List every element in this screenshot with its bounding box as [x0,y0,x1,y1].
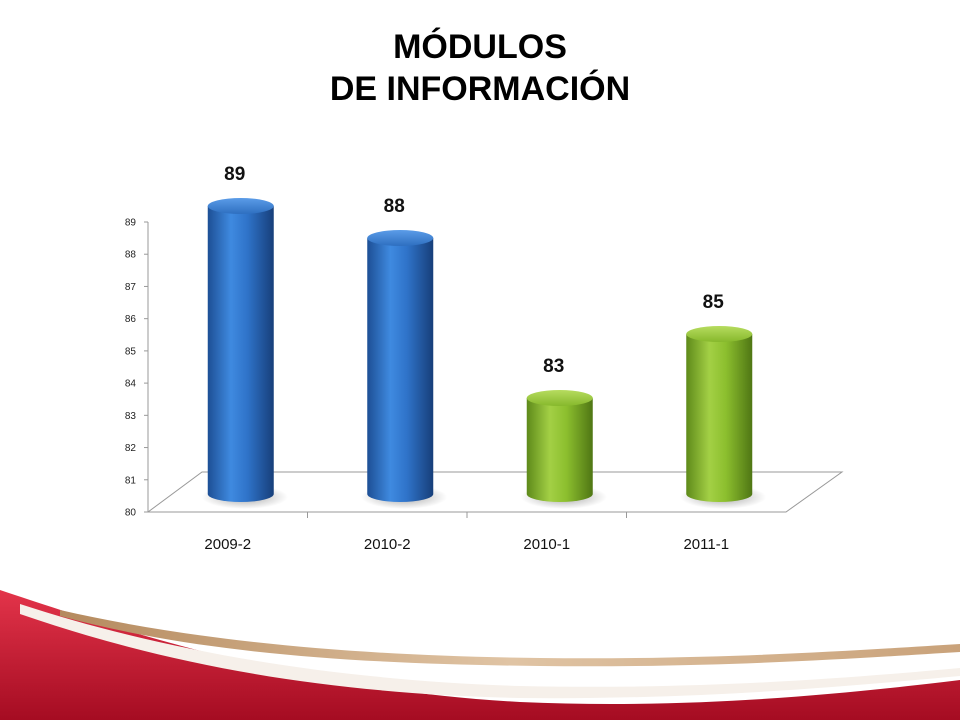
bar [201,198,288,509]
y-tick-label: 88 [125,250,137,261]
footer-red-wave [0,590,960,720]
y-axis-ticks: 80 81 82 83 84 85 86 87 88 89 [125,218,148,519]
y-tick-label: 89 [125,218,137,229]
data-label: 83 [543,356,564,377]
y-tick-label: 84 [125,379,137,390]
data-labels: 89 88 83 85 [224,164,724,377]
x-tick-label: 2010-2 [364,536,411,553]
y-tick-label: 85 [125,346,137,357]
footer-tan-stripe [60,610,960,667]
x-tick-label: 2009-2 [204,536,251,553]
y-tick-label: 81 [125,475,137,486]
bar-top-cap [686,326,753,342]
bar-body [367,238,434,502]
x-tick-label: 2011-1 [683,536,729,553]
x-tick-label: 2010-1 [523,536,570,553]
title-line-1: MÓDULOS [393,28,567,66]
bar-top-cap [207,198,274,214]
y-tick-label: 83 [125,411,137,422]
data-label: 88 [384,196,405,217]
bar-body [686,334,753,502]
y-tick-label: 80 [125,508,137,519]
data-label: 85 [703,292,725,313]
bar-top-cap [526,390,593,406]
bar [520,390,607,509]
data-label: 89 [224,164,245,185]
bar-body [526,398,593,502]
x-axis-labels: 2009-2 2010-2 2010-1 2011-1 [204,512,729,553]
y-tick-label: 87 [125,282,137,293]
slide-title: MÓDULOS DE INFORMACIÓN [0,26,960,110]
title-line-2: DE INFORMACIÓN [329,70,631,108]
bar-series [201,198,767,509]
bar-body [207,206,274,502]
bar [680,326,767,509]
bar [361,230,448,509]
bar-top-cap [367,230,434,246]
y-tick-label: 82 [125,443,137,454]
footer-swoosh-decoration [0,590,960,720]
y-tick-label: 86 [125,314,137,325]
